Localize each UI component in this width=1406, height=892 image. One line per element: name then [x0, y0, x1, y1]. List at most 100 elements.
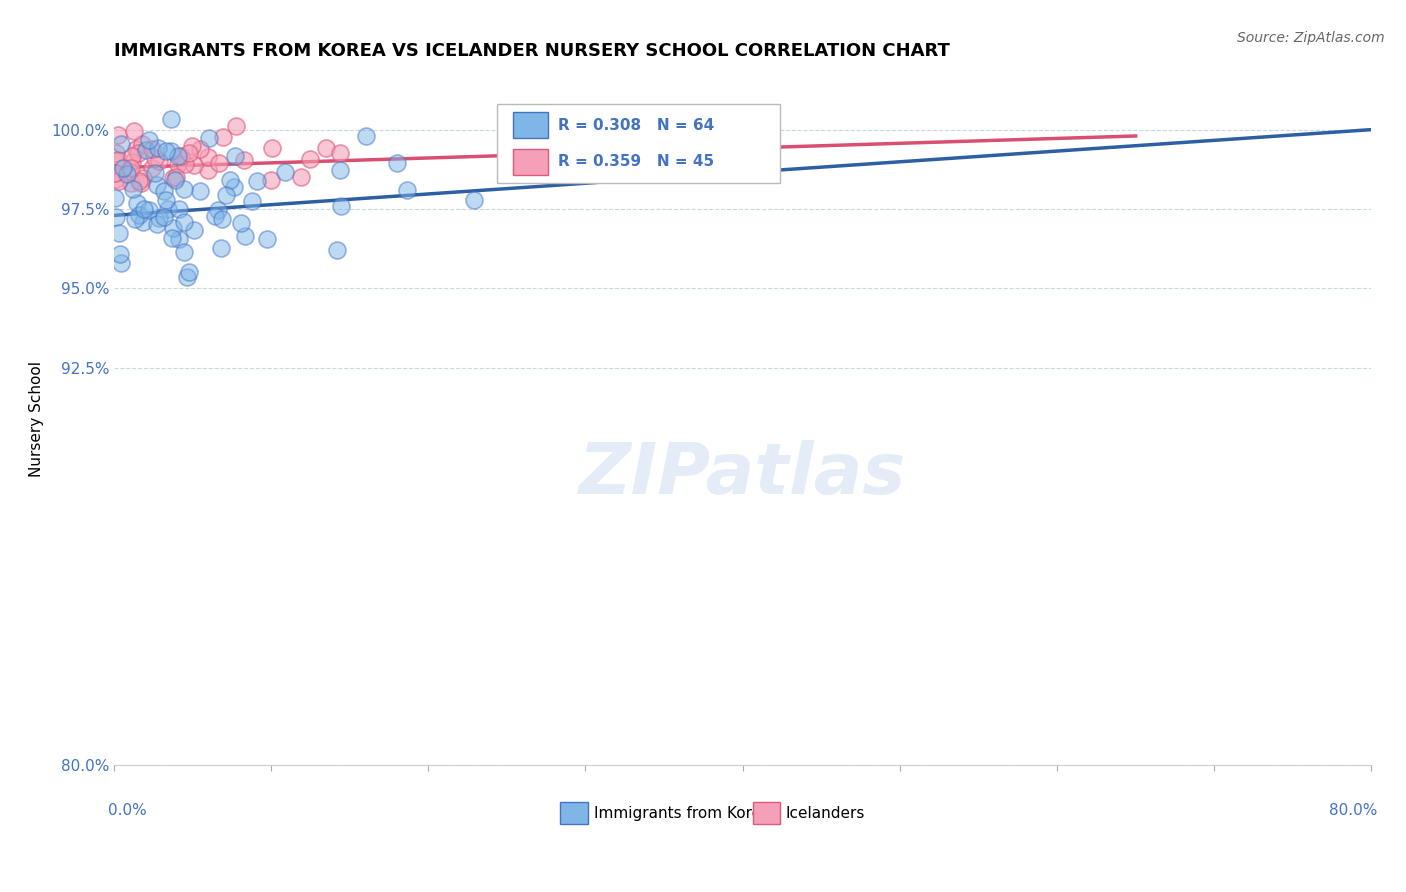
Icelanders	[120, 176, 142, 190]
Icelanders	[107, 153, 129, 167]
Bar	[561, 802, 588, 824]
Icelanders	[225, 119, 247, 133]
Immigrants from Korea	[219, 173, 242, 187]
Immigrants from Korea	[132, 215, 155, 229]
Immigrants from Korea	[197, 130, 219, 145]
Icelanders	[141, 142, 163, 156]
Icelanders	[260, 141, 283, 155]
Immigrants from Korea	[176, 270, 198, 285]
Icelanders	[177, 145, 200, 160]
Immigrants from Korea	[190, 184, 212, 198]
Icelanders	[165, 169, 187, 184]
Icelanders	[212, 129, 235, 144]
Immigrants from Korea	[222, 180, 245, 194]
Text: IMMIGRANTS FROM KOREA VS ICELANDER NURSERY SCHOOL CORRELATION CHART: IMMIGRANTS FROM KOREA VS ICELANDER NURSE…	[114, 42, 949, 60]
Immigrants from Korea	[108, 227, 131, 241]
Text: 80.0%: 80.0%	[1330, 803, 1378, 818]
Icelanders	[121, 149, 143, 163]
Text: R = 0.308   N = 64: R = 0.308 N = 64	[558, 118, 714, 133]
Immigrants from Korea	[209, 241, 232, 255]
Immigrants from Korea	[110, 136, 132, 151]
Icelanders	[104, 154, 127, 169]
Immigrants from Korea	[148, 211, 170, 225]
Immigrants from Korea	[111, 161, 134, 176]
Icelanders	[208, 155, 231, 169]
Immigrants from Korea	[153, 184, 176, 198]
Text: ZIPatlas: ZIPatlas	[579, 440, 907, 508]
Icelanders	[121, 154, 143, 169]
Immigrants from Korea	[157, 202, 180, 217]
Bar	[752, 802, 780, 824]
Immigrants from Korea	[128, 208, 150, 222]
Immigrants from Korea	[463, 194, 485, 208]
Immigrants from Korea	[138, 202, 160, 217]
Immigrants from Korea	[169, 202, 191, 216]
Immigrants from Korea	[104, 190, 127, 204]
Icelanders	[108, 174, 131, 188]
Text: 0.0%: 0.0%	[108, 803, 146, 818]
Immigrants from Korea	[173, 182, 195, 196]
Immigrants from Korea	[146, 141, 169, 155]
Bar	[513, 112, 548, 138]
Y-axis label: Nursery School: Nursery School	[30, 360, 44, 476]
Immigrants from Korea	[138, 133, 160, 147]
Icelanders	[188, 142, 211, 156]
Icelanders	[315, 141, 337, 155]
Icelanders	[197, 162, 219, 177]
Immigrants from Korea	[134, 202, 156, 217]
Icelanders	[143, 152, 166, 166]
Icelanders	[260, 173, 283, 187]
Icelanders	[104, 166, 127, 180]
Immigrants from Korea	[231, 216, 253, 230]
Icelanders	[131, 136, 153, 151]
Immigrants from Korea	[110, 246, 132, 260]
Immigrants from Korea	[173, 215, 195, 229]
Icelanders	[127, 145, 149, 160]
Icelanders	[290, 169, 312, 184]
Immigrants from Korea	[246, 174, 269, 188]
Immigrants from Korea	[256, 232, 278, 246]
Text: Immigrants from Korea: Immigrants from Korea	[595, 806, 770, 821]
Icelanders	[129, 176, 152, 190]
Immigrants from Korea	[162, 220, 184, 235]
Immigrants from Korea	[211, 211, 233, 226]
Icelanders	[128, 174, 150, 188]
Immigrants from Korea	[173, 244, 195, 259]
Icelanders	[162, 170, 184, 185]
Icelanders	[170, 149, 193, 163]
Icelanders	[197, 150, 219, 164]
Immigrants from Korea	[204, 209, 226, 223]
Immigrants from Korea	[146, 178, 169, 193]
Immigrants from Korea	[177, 265, 200, 279]
Immigrants from Korea	[326, 243, 349, 257]
Text: Icelanders: Icelanders	[786, 806, 865, 821]
Icelanders	[329, 145, 352, 160]
Immigrants from Korea	[143, 166, 166, 180]
Immigrants from Korea	[240, 194, 263, 208]
Immigrants from Korea	[125, 196, 148, 211]
Immigrants from Korea	[166, 148, 188, 162]
Immigrants from Korea	[274, 165, 297, 179]
Icelanders	[122, 124, 145, 138]
Immigrants from Korea	[233, 229, 256, 244]
Immigrants from Korea	[110, 256, 132, 270]
Icelanders	[104, 166, 127, 180]
Immigrants from Korea	[153, 210, 176, 224]
Immigrants from Korea	[396, 183, 419, 197]
Icelanders	[174, 157, 197, 171]
Immigrants from Korea	[146, 217, 169, 231]
Immigrants from Korea	[215, 188, 238, 202]
Icelanders	[233, 153, 256, 168]
Immigrants from Korea	[105, 210, 128, 224]
Icelanders	[148, 154, 170, 169]
Immigrants from Korea	[167, 232, 190, 246]
Icelanders	[104, 145, 127, 160]
Icelanders	[167, 156, 190, 170]
Immigrants from Korea	[207, 202, 229, 217]
Immigrants from Korea	[183, 222, 205, 236]
Icelanders	[107, 128, 129, 142]
FancyBboxPatch shape	[498, 103, 780, 183]
Bar	[513, 149, 548, 175]
Icelanders	[125, 142, 148, 156]
Immigrants from Korea	[356, 128, 378, 143]
